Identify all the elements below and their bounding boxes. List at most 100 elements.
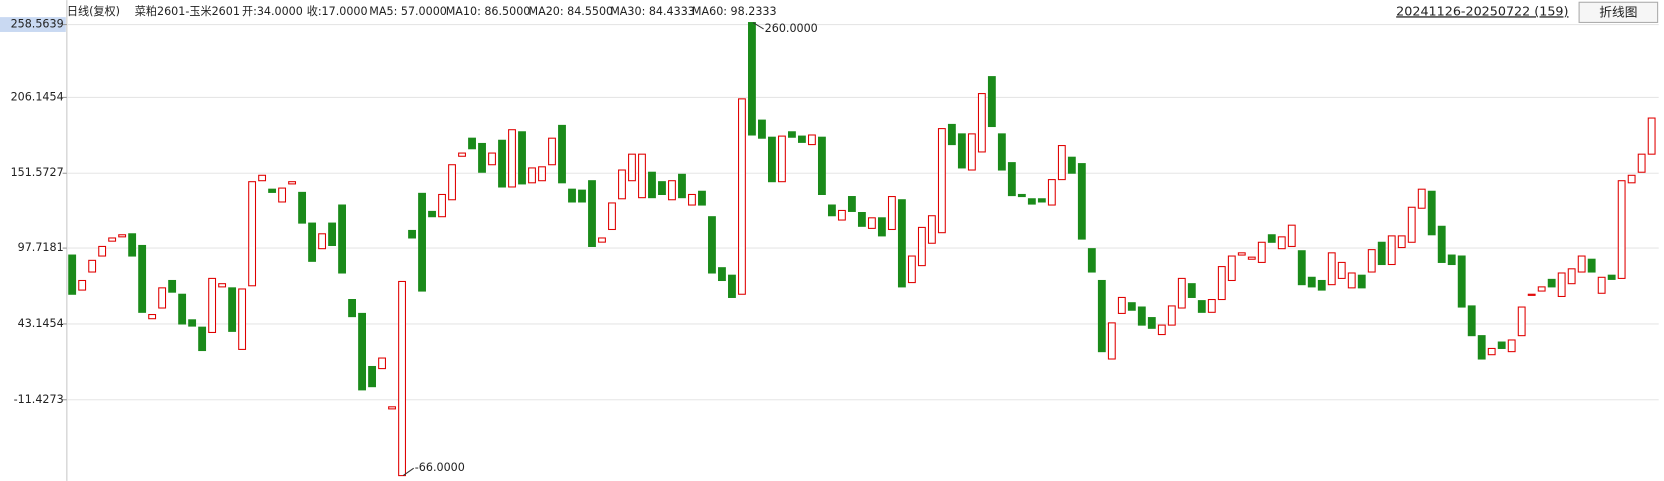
- candle-body: [947, 123, 956, 146]
- candle-body: [688, 193, 696, 206]
- candle-body: [288, 181, 297, 185]
- candle-body: [308, 222, 317, 262]
- candle-body: [997, 133, 1006, 171]
- candle-body: [877, 217, 886, 237]
- candle-body: [328, 222, 337, 247]
- candle-body: [807, 134, 816, 146]
- candle-body: [98, 245, 107, 257]
- candle-body: [967, 133, 976, 171]
- candle-body: [1397, 235, 1406, 249]
- candle-body: [1587, 258, 1596, 273]
- candle-body: [1467, 305, 1476, 337]
- candle-body: [278, 187, 287, 203]
- candle-body: [358, 312, 366, 391]
- candle-body: [907, 255, 916, 284]
- candle-body: [508, 129, 516, 188]
- candle-body: [178, 293, 187, 325]
- candle-body: [1407, 206, 1416, 243]
- candle-body: [957, 133, 966, 169]
- candle-body: [298, 191, 307, 224]
- candle-body: [608, 202, 616, 231]
- y-tick-label: 43.1454: [18, 317, 64, 330]
- candle-body: [1317, 279, 1326, 291]
- candle-body: [1197, 300, 1206, 313]
- candle-body: [558, 124, 566, 184]
- candle-body: [1557, 272, 1566, 298]
- candle-body: [758, 119, 766, 139]
- candle-body: [498, 139, 506, 188]
- candle-body: [1347, 272, 1356, 289]
- annotation: 260.0000: [765, 22, 818, 35]
- annotation-leader: [752, 22, 764, 30]
- candle-body: [1537, 286, 1546, 292]
- candle-body: [1287, 224, 1296, 247]
- candle-body: [118, 234, 127, 238]
- candle-body: [857, 212, 866, 227]
- candle-body: [847, 196, 856, 212]
- candle-body: [68, 254, 77, 295]
- candle-body: [1087, 248, 1096, 273]
- candle-body: [1437, 225, 1446, 263]
- candle-body: [318, 233, 327, 250]
- candle-body: [128, 233, 137, 257]
- candle-body: [1327, 252, 1336, 286]
- annotation-leader: [402, 467, 415, 477]
- candle-body: [1017, 193, 1026, 198]
- button-frame[interactable]: [1578, 1, 1659, 23]
- candle-body: [478, 142, 486, 173]
- y-tick-label: 97.7181: [18, 241, 64, 254]
- candle-body: [987, 76, 996, 128]
- candle-body: [788, 131, 796, 138]
- candle-body: [1167, 305, 1176, 326]
- candle-body: [977, 93, 986, 153]
- candle-body: [1377, 241, 1386, 266]
- y-tick-label: 206.1454: [11, 90, 64, 103]
- indicator: MA20: 84.5500: [528, 5, 613, 18]
- candle-body: [927, 215, 936, 244]
- candle-body: [817, 136, 826, 196]
- candle-body: [698, 190, 706, 206]
- candle-body: [768, 136, 776, 183]
- indicator: MA60: 98.2333: [692, 5, 777, 18]
- candle-body: [1157, 324, 1166, 336]
- candle-body: [1277, 236, 1286, 250]
- candle-body: [1457, 255, 1466, 308]
- candle-body: [638, 153, 646, 199]
- candle-body: [1417, 188, 1426, 209]
- candle-body: [1517, 306, 1526, 337]
- candle-body: [728, 274, 736, 298]
- candle-body: [1187, 283, 1196, 298]
- candle-body: [138, 244, 147, 313]
- y-tick-label: 258.5639: [11, 18, 64, 31]
- y-tick-label: 151.5727: [11, 166, 64, 179]
- candle-body: [1097, 279, 1106, 353]
- indicator: MA10: 86.5000: [446, 5, 531, 18]
- candle-body: [1627, 174, 1636, 184]
- candle-body: [568, 188, 576, 203]
- candle-body: [1147, 317, 1156, 329]
- candle-body: [748, 22, 756, 136]
- candle-body: [1137, 306, 1146, 326]
- tick-highlight: [0, 17, 66, 32]
- candle-body: [1607, 274, 1616, 280]
- candle-body: [1067, 156, 1076, 174]
- chart-subtitle: 菜粕2601-玉米2601: [135, 4, 240, 18]
- indicator: 收:17.0000: [307, 4, 368, 18]
- candle-body: [618, 169, 626, 200]
- candle-body: [1447, 254, 1456, 266]
- candle-body: [338, 204, 347, 274]
- line-chart-button[interactable]: 折线图: [1599, 5, 1637, 20]
- candle-body: [248, 181, 257, 287]
- indicator: MA5: 57.0000: [369, 5, 447, 18]
- candle-body: [398, 280, 406, 477]
- candle-body: [188, 319, 197, 327]
- candle-body: [1027, 198, 1036, 205]
- candle-body: [218, 283, 227, 288]
- date-range: 20241126-20250722 (159): [1396, 4, 1568, 19]
- indicator: 开:34.0000: [242, 5, 303, 18]
- candle-body: [488, 152, 496, 166]
- candle-body: [1037, 198, 1046, 203]
- candle-body: [1007, 162, 1016, 197]
- candle-body: [738, 98, 746, 295]
- candle-body: [1637, 153, 1646, 173]
